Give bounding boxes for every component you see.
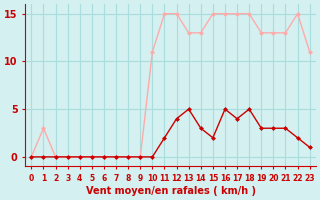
X-axis label: Vent moyen/en rafales ( km/h ): Vent moyen/en rafales ( km/h ) xyxy=(85,186,256,196)
